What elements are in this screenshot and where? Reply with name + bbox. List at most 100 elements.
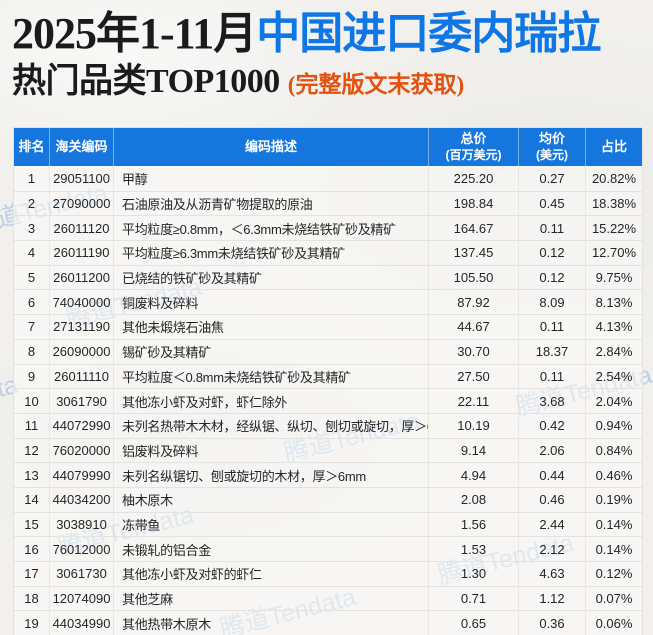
hs-code-cell: 26011200	[49, 265, 113, 290]
hs-code-cell: 76020000	[49, 438, 113, 463]
avg-price-cell: 0.36	[518, 611, 585, 635]
description-cell: 其他热带木原木	[113, 611, 428, 635]
description-cell: 铝废料及碎料	[113, 438, 428, 463]
avg-price-cell: 1.12	[518, 586, 585, 611]
share-cell: 0.84%	[585, 438, 642, 463]
description-cell: 石油原油及从沥青矿物提取的原油	[113, 191, 428, 216]
description-cell: 甲醇	[113, 166, 428, 191]
table-header: 排名 海关编码 编码描述 总价 (百万美元) 均价 (美元) 占比	[14, 128, 642, 166]
total-value-cell: 1.56	[428, 512, 518, 537]
hs-code-cell: 29051100	[49, 166, 113, 191]
description-cell: 已烧结的铁矿砂及其精矿	[113, 265, 428, 290]
table-row: 8 26090000 锡矿砂及其精矿 30.70 18.37 2.84%	[14, 338, 642, 364]
table-row: 2 27090000 石油原油及从沥青矿物提取的原油 198.84 0.45 18.38%	[14, 190, 642, 216]
total-value-cell: 164.67	[428, 216, 518, 241]
share-cell: 0.07%	[585, 586, 642, 611]
share-cell: 0.12%	[585, 562, 642, 586]
hs-code-cell: 26090000	[49, 339, 113, 364]
table-row: 4 26011190 平均粒度≥6.3mm未烧结铁矿砂及其精矿 137.45 0.12 1…	[14, 240, 642, 265]
avg-price-cell: 8.09	[518, 290, 585, 315]
rank-cell: 19	[24, 615, 39, 631]
share-cell: 8.13%	[585, 290, 642, 315]
share-cell: 2.04%	[585, 389, 642, 413]
rank-cell: 14	[24, 492, 39, 508]
rank-cell: 11	[24, 418, 39, 434]
col-header-label: 编码描述	[244, 138, 297, 154]
share-cell: 2.84%	[585, 339, 642, 364]
hs-code-cell: 74040000	[49, 290, 113, 315]
share-cell: 0.94%	[585, 413, 642, 438]
rank-cell: 15	[24, 516, 39, 532]
rank-cell: 17	[24, 566, 39, 582]
table-row: 14 44034200 柚木原木 2.08 0.46 0.19%	[14, 486, 642, 512]
hs-code-cell: 44072990	[49, 413, 113, 438]
title-line-2: 热门品类TOP1000 (完整版文末获取)	[12, 64, 652, 100]
total-value-cell: 44.67	[428, 315, 518, 339]
hs-code-cell: 44079990	[49, 463, 113, 487]
hs-code-cell: 26011120	[49, 216, 113, 241]
avg-price-cell: 0.44	[518, 463, 585, 487]
share-cell: 0.46%	[585, 463, 642, 487]
avg-price-cell: 0.42	[518, 413, 585, 438]
hs-code-cell: 76012000	[49, 537, 113, 561]
total-value-cell: 0.71	[428, 586, 518, 611]
total-value-cell: 10.19	[428, 413, 518, 438]
title-period: 2025年1-11月	[12, 9, 257, 58]
total-value-cell: 30.70	[428, 339, 518, 364]
rank-cell: 5	[27, 270, 36, 286]
hs-code-cell: 3061730	[49, 562, 113, 586]
hs-code-cell: 3061790	[49, 389, 113, 413]
table-body: 1 29051100 甲醇 225.20 0.27 20.82% 2 27090000 石油原油…	[14, 166, 642, 635]
description-cell: 平均粒度＜0.8mm未烧结铁矿砂及其精矿	[113, 364, 428, 389]
avg-price-cell: 2.06	[518, 438, 585, 463]
total-value-cell: 9.14	[428, 438, 518, 463]
total-value-cell: 1.53	[428, 537, 518, 561]
share-cell: 12.70%	[585, 241, 642, 265]
rank-cell: 3	[27, 220, 36, 236]
share-cell: 0.14%	[585, 512, 642, 537]
total-value-cell: 27.50	[428, 364, 518, 389]
table-row: 7 27131190 其他未煅烧石油焦 44.67 0.11 4.13%	[14, 314, 642, 339]
share-cell: 0.06%	[585, 611, 642, 635]
total-value-cell: 0.65	[428, 611, 518, 635]
rank-cell: 8	[27, 344, 36, 360]
table-row: 13 44079990 未列名纵锯切、刨或旋切的木材，厚＞6mm 4.94 0.44 0.…	[14, 462, 642, 487]
description-cell: 未列名纵锯切、刨或旋切的木材，厚＞6mm	[113, 463, 428, 487]
title-subject: 中国进口委内瑞拉	[256, 9, 601, 58]
avg-price-cell: 2.12	[518, 537, 585, 561]
hs-code-cell: 27131190	[49, 315, 113, 339]
hs-code-cell: 44034200	[49, 487, 113, 512]
table-row: 15 3038910 冻带鱼 1.56 2.44 0.14%	[14, 511, 642, 537]
share-cell: 0.14%	[585, 537, 642, 561]
rank-cell: 16	[24, 541, 39, 557]
col-header-label: 占比	[600, 138, 627, 154]
total-value-cell: 22.11	[428, 389, 518, 413]
share-cell: 15.22%	[585, 216, 642, 241]
table-row: 16 76012000 未锻轧的铝合金 1.53 2.12 0.14%	[14, 536, 642, 561]
col-header-share: 占比	[585, 128, 642, 166]
avg-price-cell: 0.11	[518, 216, 585, 241]
description-cell: 柚木原木	[113, 487, 428, 512]
avg-price-cell: 0.12	[518, 241, 585, 265]
description-cell: 平均粒度≥6.3mm未烧结铁矿砂及其精矿	[113, 241, 428, 265]
share-cell: 9.75%	[585, 265, 642, 290]
avg-price-cell: 0.46	[518, 487, 585, 512]
total-value-cell: 198.84	[428, 191, 518, 216]
rank-cell: 18	[24, 591, 39, 607]
avg-price-cell: 0.11	[518, 364, 585, 389]
rank-cell: 1	[27, 170, 36, 186]
total-value-cell: 137.45	[428, 241, 518, 265]
col-header-total-value: 总价 (百万美元)	[428, 128, 518, 166]
table-row: 10 3061790 其他冻小虾及对虾，虾仁除外 22.11 3.68 2.04%	[14, 388, 642, 413]
col-header-label: 总价	[460, 130, 487, 146]
rank-cell: 9	[27, 368, 36, 384]
avg-price-cell: 0.27	[518, 166, 585, 191]
table-row: 1 29051100 甲醇 225.20 0.27 20.82%	[14, 166, 642, 191]
table-row: 18 12074090 其他芝麻 0.71 1.12 0.07%	[14, 585, 642, 611]
title-top1000: 热门品类TOP1000	[12, 62, 280, 100]
avg-price-cell: 4.63	[518, 562, 585, 586]
hs-code-cell: 26011110	[49, 364, 113, 389]
table-row: 6 74040000 铜废料及碎料 87.92 8.09 8.13%	[14, 289, 642, 315]
rank-cell: 13	[24, 467, 39, 483]
